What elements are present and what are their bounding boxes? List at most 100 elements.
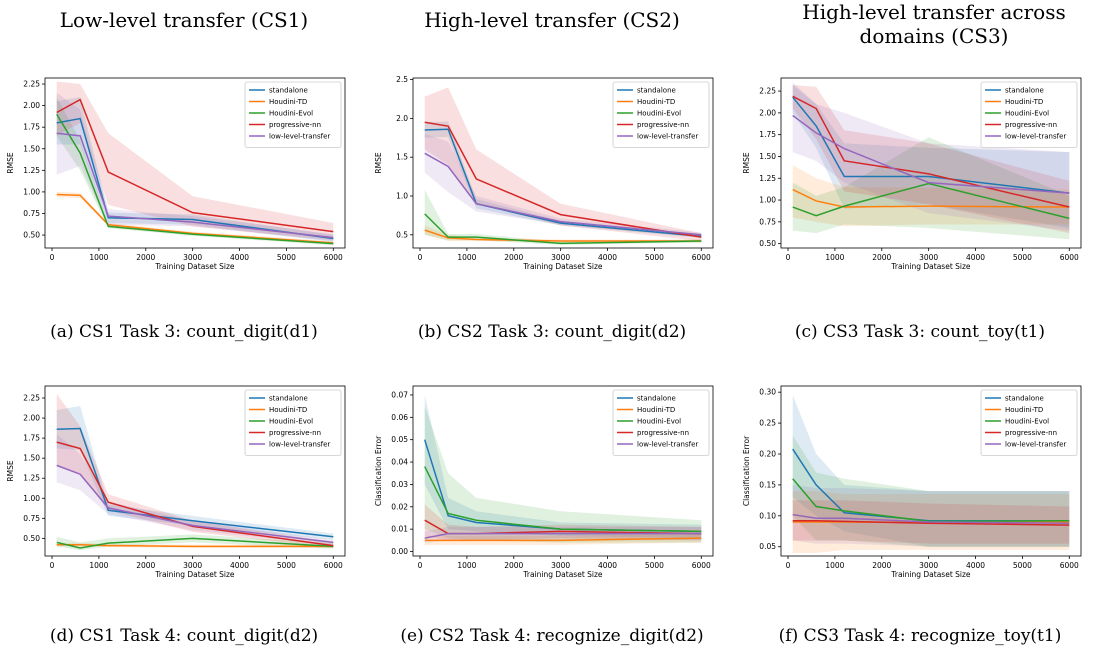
y-tick-label: 0.30 [759, 388, 776, 397]
caption-c: (c) CS3 Task 3: count_toy(t1) [794, 322, 1046, 342]
y-tick-label: 0.50 [23, 534, 40, 543]
y-axis-label: RMSE [742, 152, 751, 173]
y-tick-label: 1.50 [23, 144, 40, 153]
y-tick-label: 0.75 [23, 514, 40, 523]
x-tick-label: 1000 [457, 561, 476, 570]
chart-cs2-task4: 0 1000 2000 3000 4000 5000 6000 0.00 0.01 0.02 0.0… [374, 385, 714, 579]
legend-label-progressive-nn: progressive-nn [637, 429, 689, 437]
band-Houdini-Evol [424, 189, 702, 245]
y-axis-label: RMSE [6, 460, 15, 481]
band-progressive-nn [424, 504, 702, 541]
chart-panel-b: 0 1000 2000 3000 4000 5000 6000 0.5 1.0 1.5 2.0 2.5… [368, 70, 736, 290]
legend-label-Houdini-Evol: Houdini-Evol [637, 110, 681, 118]
legend-label-Houdini-TD: Houdini-TD [1005, 98, 1043, 106]
x-tick-label: 0 [786, 253, 791, 262]
chart-cs2-task3: 0 1000 2000 3000 4000 5000 6000 0.5 1.0 1.5 2.0 2.5… [374, 75, 714, 271]
line-progressive-nn [56, 441, 334, 547]
y-tick-label: 2.5 [396, 75, 408, 84]
legend-label-Houdini-Evol: Houdini-Evol [269, 418, 313, 426]
y-axis-label: Classification Error [742, 435, 751, 506]
x-axis-label: Training Dataset Size [522, 262, 603, 271]
x-tick-label: 3000 [551, 561, 570, 570]
line-Houdini-Evol [424, 213, 702, 245]
y-axis-label: RMSE [374, 152, 383, 173]
y-tick-label: 1.50 [759, 152, 776, 161]
band-progressive-nn [56, 394, 334, 548]
x-tick-label: 1000 [825, 253, 844, 262]
legend-label-standalone: standalone [269, 87, 308, 95]
y-tick-label: 0.01 [391, 525, 408, 534]
y-tick-label: 0.5 [396, 230, 408, 239]
y-tick-label: 0.02 [391, 502, 408, 511]
x-tick-label: 6000 [1060, 561, 1079, 570]
legend-label-low-level-transfer: low-level-transfer [269, 133, 330, 141]
caption-e: (e) CS2 Task 4: recognize_digit(d2) [400, 626, 704, 646]
axes-frame [412, 77, 714, 249]
x-tick-label: 5000 [1013, 253, 1032, 262]
legend-label-progressive-nn: progressive-nn [1005, 121, 1057, 129]
chart-panel-e: 0 1000 2000 3000 4000 5000 6000 0.00 0.01 0.02 0.0… [368, 378, 736, 598]
y-tick-label: 2.00 [23, 101, 40, 110]
line-Houdini-TD [792, 188, 1070, 208]
y-tick-label: 0.20 [759, 450, 776, 459]
y-tick-label: 2.25 [23, 80, 40, 89]
legend-label-Houdini-Evol: Houdini-Evol [637, 418, 681, 426]
legend-label-standalone: standalone [637, 87, 676, 95]
legend-label-Houdini-TD: Houdini-TD [269, 98, 307, 106]
x-tick-label: 2000 [504, 253, 523, 262]
band-Houdini-TD [424, 533, 702, 545]
y-tick-label: 1.75 [23, 123, 40, 132]
x-tick-label: 2000 [136, 253, 155, 262]
band-standalone [792, 395, 1070, 547]
legend-label-progressive-nn: progressive-nn [637, 121, 689, 129]
chart-cs1-task3: 0 1000 2000 3000 4000 5000 6000 0.50 0.75 1.00 1.2… [6, 77, 346, 271]
legend-label-low-level-transfer: low-level-transfer [637, 441, 698, 449]
y-tick-label: 0.15 [759, 480, 776, 489]
x-axis-label: Training Dataset Size [890, 570, 971, 579]
x-tick-label: 3000 [551, 253, 570, 262]
y-tick-label: 1.00 [23, 187, 40, 196]
line-Houdini-Evol [424, 466, 702, 533]
x-tick-label: 1000 [89, 561, 108, 570]
line-progressive-nn [792, 95, 1070, 208]
legend-label-Houdini-Evol: Houdini-Evol [269, 110, 313, 118]
line-standalone [56, 117, 334, 240]
legend-label-Houdini-Evol: Houdini-Evol [1005, 110, 1049, 118]
legend-label-low-level-transfer: low-level-transfer [1005, 441, 1066, 449]
y-tick-label: 1.00 [23, 494, 40, 503]
x-tick-label: 6000 [324, 561, 343, 570]
x-tick-label: 5000 [277, 253, 296, 262]
band-progressive-nn [56, 81, 334, 241]
x-tick-label: 2000 [872, 561, 891, 570]
band-low-level-transfer [792, 484, 1070, 547]
line-low-level-transfer [792, 513, 1070, 524]
x-tick-label: 3000 [919, 561, 938, 570]
y-tick-label: 1.25 [759, 174, 776, 183]
legend-label-standalone: standalone [1005, 87, 1044, 95]
y-tick-label: 1.50 [23, 454, 40, 463]
legend-label-standalone: standalone [1005, 395, 1044, 403]
caption-a: (a) CS1 Task 3: count_digit(d1) [50, 322, 318, 342]
chart-panel-c: 0 1000 2000 3000 4000 5000 6000 0.50 0.75 1.00 1.2… [736, 70, 1104, 290]
legend-box [612, 389, 710, 456]
x-tick-label: 1000 [825, 561, 844, 570]
x-tick-label: 5000 [1013, 561, 1032, 570]
legend-label-Houdini-TD: Houdini-TD [637, 98, 675, 106]
line-low-level-transfer [424, 532, 702, 539]
legend-box [244, 81, 342, 148]
y-axis-label: RMSE [6, 152, 15, 173]
x-tick-label: 3000 [183, 253, 202, 262]
x-tick-label: 5000 [645, 561, 664, 570]
y-tick-label: 2.00 [23, 414, 40, 423]
x-tick-label: 0 [786, 561, 791, 570]
band-low-level-transfer [56, 434, 334, 545]
x-tick-label: 6000 [692, 253, 711, 262]
y-tick-label: 2.25 [23, 394, 40, 403]
caption-d: (d) CS1 Task 4: count_digit(d2) [49, 626, 319, 646]
x-axis-label: Training Dataset Size [154, 262, 235, 271]
legend-label-low-level-transfer: low-level-transfer [1005, 133, 1066, 141]
y-tick-label: 0.03 [391, 480, 408, 489]
x-tick-label: 6000 [692, 561, 711, 570]
line-progressive-nn [792, 520, 1070, 526]
x-axis-label: Training Dataset Size [154, 570, 235, 579]
